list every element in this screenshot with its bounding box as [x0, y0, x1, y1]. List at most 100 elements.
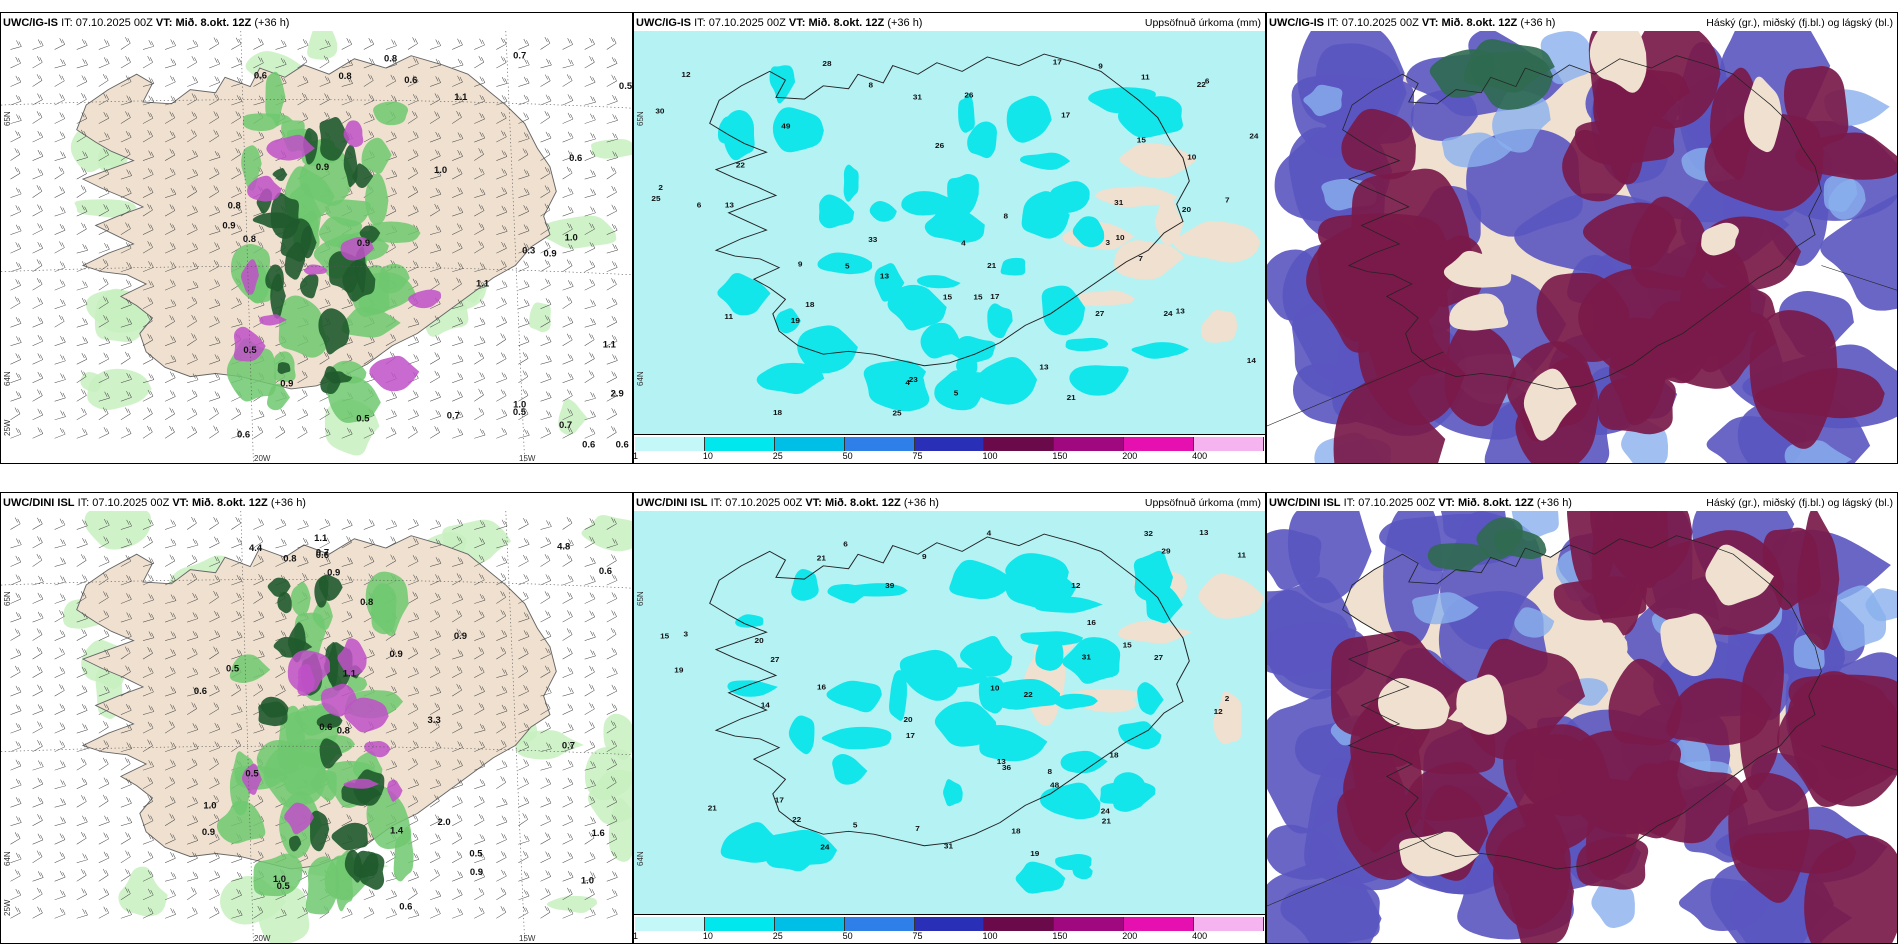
lat-lon-grid [1, 31, 632, 463]
precip-value-label: 0.5 [226, 664, 239, 674]
legend-swatch [635, 917, 705, 931]
mid-cloud-area [1574, 114, 1675, 166]
precip-value-label: 1.0 [203, 801, 216, 811]
accum-value-label: 15 [973, 293, 983, 302]
panel-dini-precip-accum: UWC/DINI ISL IT: 07.10.2025 00Z VT: Mið.… [633, 492, 1266, 944]
legend-label: 10 [702, 451, 713, 461]
accum-value-label: 24 [820, 843, 830, 852]
panel-header: UWC/DINI ISL IT: 07.10.2025 00Z VT: Mið.… [636, 495, 1261, 511]
precip-value-label: 0.6 [194, 686, 207, 696]
precip-area [265, 71, 286, 127]
precip-accum-area [916, 275, 961, 289]
precip-accum-area [1069, 365, 1129, 396]
cloud-cover-map [1267, 31, 1897, 463]
clear-area [1443, 250, 1512, 288]
accum-value-label: 14 [1247, 356, 1257, 365]
precip-area [278, 295, 328, 358]
precip-value-label: 0.9 [454, 631, 467, 641]
shower-area [558, 398, 588, 435]
shower-area [536, 215, 617, 249]
precip-accum-area [974, 356, 1038, 405]
iceland-coastline [709, 533, 1190, 847]
accum-value-label: 16 [817, 683, 827, 692]
heavy-precip-area [352, 163, 374, 188]
shower-area [546, 895, 598, 913]
clear-area [1576, 622, 1628, 663]
heavy-precip-area [300, 226, 317, 259]
accum-value-label: 4 [905, 379, 910, 388]
precip-value-label: 0.6 [254, 70, 267, 80]
precip-value-label: 0.7 [513, 50, 526, 60]
precip-accum-area [924, 203, 985, 243]
precip-accum-area [832, 754, 868, 785]
accum-value-label: 6 [1205, 77, 1210, 86]
accum-value-label: 12 [681, 70, 691, 79]
legend-label: 10 [702, 931, 713, 941]
iceland-coastline [1342, 55, 1822, 390]
legend-label: 100 [982, 451, 998, 461]
legend-swatch [774, 917, 845, 931]
precip-value-label: 0.3 [522, 246, 535, 256]
precip-accum-area [1072, 216, 1105, 248]
clear-area [1449, 293, 1509, 331]
it-label: IT: [77, 497, 90, 509]
precip-value-label: 0.6 [582, 440, 595, 450]
panel-subtitle: Háský (gr.), miðský (fj.bl.) og lágský (… [1706, 497, 1893, 509]
precip-value-label: 0.5 [469, 848, 482, 858]
accum-value-label: 49 [781, 122, 791, 131]
precip-value-label: 4.8 [557, 542, 570, 552]
precip-value-label: 0.6 [404, 75, 417, 85]
accum-value-label: 9 [798, 260, 803, 269]
mid-cloud-area [1444, 322, 1517, 427]
accum-value-label: 7 [1225, 196, 1230, 205]
precip-accum-area [863, 361, 930, 412]
accum-value-label: 12 [1071, 581, 1081, 590]
precip-accum-map: 19 21 17 20 15 18 12 16 17 22 21 15 20 13 31 32 19 29 18 27… [634, 511, 1265, 915]
lon-label: 15W [519, 454, 536, 463]
panel-subtitle: Uppsöfnuð úrkoma (mm) [1144, 497, 1261, 509]
legend-label: 50 [842, 451, 853, 461]
lon-label: 20W [254, 934, 271, 943]
lead-time: (+36 h) [1536, 497, 1572, 509]
boundary-lines [1267, 265, 1897, 427]
accum-value-label: 24 [1101, 807, 1111, 816]
mid-cloud-area [1804, 835, 1897, 943]
precip-value-label: 1.0 [513, 399, 526, 409]
panel-header: UWC/IG-IS IT: 07.10.2025 00Z VT: Mið. 8.… [636, 15, 1261, 31]
legend-swatch [704, 437, 775, 451]
model-name: UWC/IG-IS [636, 17, 691, 29]
clear-area [1701, 222, 1739, 256]
vt-value: Mið. 8.okt. 12Z [824, 497, 901, 509]
vt-label: VT: [172, 497, 189, 509]
precip-value-label: 0.6 [319, 722, 332, 732]
accum-value-label: 32 [1144, 530, 1154, 539]
legend-label: 50 [842, 931, 853, 941]
cloud-cover-map [1267, 511, 1897, 943]
snow-area [287, 650, 331, 693]
legend-swatch [774, 437, 845, 451]
panel-header: UWC/DINI ISL IT: 07.10.2025 00Z VT: Mið.… [3, 495, 628, 511]
precip-accum-area [949, 559, 1014, 600]
dry-area [1119, 143, 1197, 179]
precip-value-label: 1.1 [454, 92, 467, 102]
snow-area [408, 289, 442, 309]
accum-value-label: 3 [1106, 238, 1111, 247]
low-cloud-thin-area [1865, 588, 1897, 622]
snow-area [387, 779, 403, 802]
it-value: 07.10.2025 00Z [92, 497, 170, 509]
mid-cloud-area [1590, 511, 1669, 588]
heavy-precip-area [319, 574, 343, 601]
precip-accum-area [1137, 682, 1164, 715]
mid-cloud-area [1608, 658, 1683, 746]
precip-value-label: 0.8 [337, 726, 350, 736]
legend-swatch [704, 917, 775, 931]
clear-area [1523, 368, 1577, 441]
accum-value-label: 19 [1030, 850, 1040, 859]
accum-value-label: 19 [674, 666, 684, 675]
it-value: 07.10.2025 00Z [1358, 497, 1436, 509]
accum-value-label: 31 [1114, 198, 1124, 207]
precip-accum-area [756, 362, 825, 395]
accum-value-label: 23 [909, 375, 919, 384]
shower-area [118, 866, 168, 917]
mid-cloud-area [1503, 724, 1611, 852]
